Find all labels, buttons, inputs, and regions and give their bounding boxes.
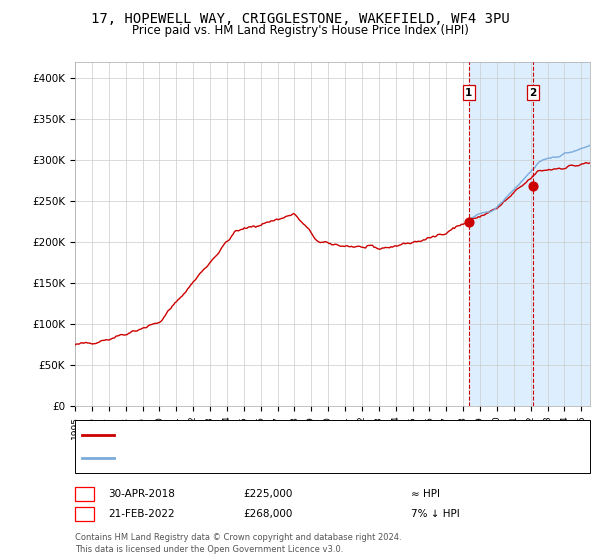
Point [528,182,538,191]
Text: 21-FEB-2022: 21-FEB-2022 [108,508,175,519]
Bar [469,62,590,406]
Text: £225,000: £225,000 [243,489,292,499]
Text: 1: 1 [81,489,88,499]
Text: 30-APR-2018: 30-APR-2018 [108,489,175,499]
Text: 17, HOPEWELL WAY, CRIGGLESTONE, WAKEFIELD, WF4 3PU: 17, HOPEWELL WAY, CRIGGLESTONE, WAKEFIEL… [91,12,509,26]
Text: £268,000: £268,000 [243,508,292,519]
Text: ≈ HPI: ≈ HPI [411,489,440,499]
Text: Price paid vs. HM Land Registry's House Price Index (HPI): Price paid vs. HM Land Registry's House … [131,24,469,36]
Text: 2: 2 [529,88,536,98]
Text: 2: 2 [81,508,88,519]
Text: 7% ↓ HPI: 7% ↓ HPI [411,508,460,519]
Text: 17, HOPEWELL WAY, CRIGGLESTONE, WAKEFIELD, WF4 3PU (detached house): 17, HOPEWELL WAY, CRIGGLESTONE, WAKEFIEL… [120,430,500,440]
Text: Contains HM Land Registry data © Crown copyright and database right 2024.
This d: Contains HM Land Registry data © Crown c… [75,533,401,554]
Text: HPI: Average price, detached house, Wakefield: HPI: Average price, detached house, Wake… [120,453,348,463]
Text: 1: 1 [465,88,472,98]
Point [464,217,473,226]
